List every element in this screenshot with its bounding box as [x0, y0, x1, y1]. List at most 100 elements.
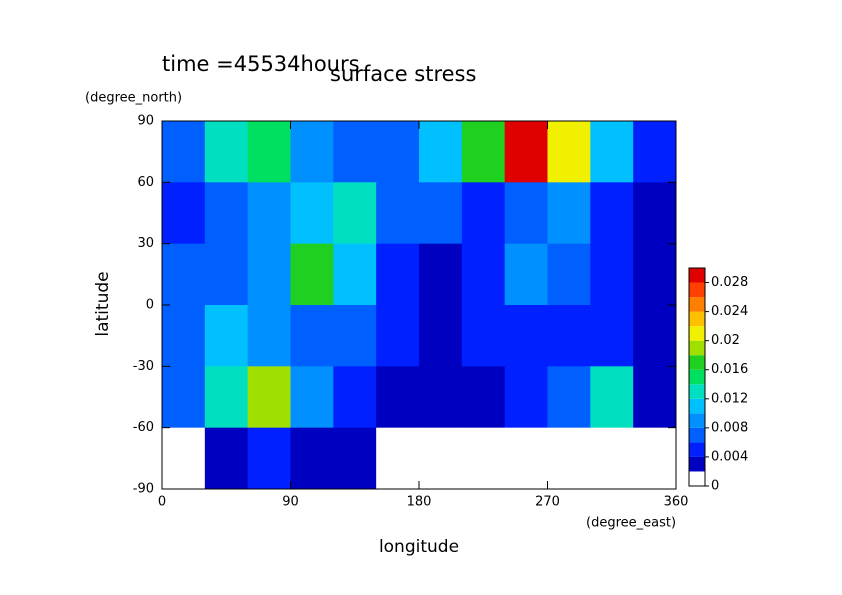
- contour-cell: [247, 121, 291, 183]
- colorbar-tick-label: 0.024: [711, 304, 748, 319]
- colorbar-tick-label: 0.02: [711, 333, 740, 348]
- contour-cell: [376, 427, 420, 490]
- colorbar-segment: [689, 413, 705, 428]
- contour-cell: [504, 182, 548, 245]
- colorbar-segment: [689, 282, 705, 298]
- contour-cell: [590, 182, 634, 245]
- contour-cell: [547, 182, 591, 245]
- contour-cell: [547, 305, 591, 367]
- colorbar-tick-label: 0.016: [711, 362, 748, 377]
- contour-cell: [290, 366, 334, 429]
- colorbar-segment: [689, 427, 705, 443]
- contour-cell: [419, 427, 463, 490]
- contour-cell: [461, 182, 506, 245]
- colorbar-tick-label: 0.008: [711, 420, 748, 435]
- y-tick-label: 90: [137, 114, 154, 129]
- colorbar-segment: [689, 268, 705, 283]
- contour-cell: [504, 427, 548, 490]
- contour-cell: [633, 182, 677, 245]
- y-tick-label: 60: [137, 175, 154, 190]
- colorbar-segment: [689, 369, 705, 385]
- x-axis-label: longitude: [379, 537, 459, 557]
- contour-cell: [504, 243, 548, 306]
- colorbar-segment: [689, 297, 705, 312]
- colorbar-segment: [689, 311, 705, 327]
- contour-cell: [419, 121, 463, 183]
- contour-cell: [204, 427, 249, 490]
- contour-cell: [590, 427, 634, 490]
- contour-cell: [461, 366, 506, 429]
- y-tick-label: -90: [133, 482, 154, 497]
- contour-cell: [419, 182, 463, 245]
- contour-cell: [376, 366, 420, 429]
- colorbar-segment: [689, 326, 705, 341]
- contour-cell: [162, 366, 206, 429]
- contour-cell: [547, 243, 591, 306]
- contour-cell: [247, 427, 291, 490]
- contour-cell: [419, 305, 463, 367]
- colorbar-segment: [689, 398, 705, 414]
- colorbar-segment: [689, 471, 705, 486]
- contour-cell: [461, 243, 506, 306]
- colorbar-frame: [688, 267, 706, 487]
- x-tick-label: 270: [535, 495, 560, 510]
- colorbar-tick-label: 0: [711, 479, 719, 494]
- contour-cell: [547, 121, 591, 183]
- contour-cell: [461, 427, 506, 490]
- contour-cell: [247, 366, 291, 429]
- contour-cell: [633, 121, 677, 183]
- colorbar-segment: [689, 442, 705, 457]
- contour-cell: [547, 366, 591, 429]
- contour-cell: [162, 243, 206, 306]
- y-tick-label: -30: [133, 359, 154, 374]
- contour-cell: [461, 305, 506, 367]
- contour-cell: [547, 427, 591, 490]
- contour-cell: [333, 243, 377, 306]
- contour-cell: [419, 366, 463, 429]
- contour-cell: [204, 243, 249, 306]
- contour-cell: [333, 182, 377, 245]
- x-tick-label: 90: [282, 495, 299, 510]
- contour-cell: [247, 305, 291, 367]
- contour-cell: [162, 121, 206, 183]
- contour-cell: [504, 305, 548, 367]
- contour-cell: [204, 121, 249, 183]
- colorbar-segment: [689, 340, 705, 356]
- contour-cell: [247, 182, 291, 245]
- contour-cell: [333, 366, 377, 429]
- contour-cell: [590, 366, 634, 429]
- contour-cell: [290, 121, 334, 183]
- colorbar-segment: [689, 355, 705, 370]
- x-tick-label: 180: [407, 495, 432, 510]
- contour-cell: [633, 427, 677, 490]
- x-tick-label: 360: [664, 495, 689, 510]
- contour-cell: [376, 305, 420, 367]
- contour-cell: [290, 243, 334, 306]
- contour-cell: [333, 305, 377, 367]
- contour-field: [162, 121, 677, 490]
- chart-title: surface stress: [330, 62, 476, 86]
- y-tick-label: 0: [146, 298, 154, 313]
- y-axis-label: latitude: [93, 271, 113, 336]
- x-unit: (degree_east): [586, 516, 676, 531]
- contour-cell: [247, 243, 291, 306]
- contour-cell: [633, 366, 677, 429]
- colorbar-tick-label: 0.028: [711, 275, 748, 290]
- contour-cell: [376, 243, 420, 306]
- x-tick-label: 0: [158, 495, 166, 510]
- contour-cell: [333, 427, 377, 490]
- contour-cell: [204, 305, 249, 367]
- y-tick-label: 30: [137, 236, 154, 251]
- contour-cell: [162, 427, 206, 490]
- contour-cell: [633, 305, 677, 367]
- contour-cell: [204, 366, 249, 429]
- colorbar-tick-label: 0.004: [711, 449, 748, 464]
- contour-cell: [590, 305, 634, 367]
- contour-cell: [376, 121, 420, 183]
- contour-cell: [333, 121, 377, 183]
- contour-cell: [290, 182, 334, 245]
- colorbar-segment: [689, 456, 705, 472]
- contour-cell: [162, 305, 206, 367]
- contour-cell: [504, 366, 548, 429]
